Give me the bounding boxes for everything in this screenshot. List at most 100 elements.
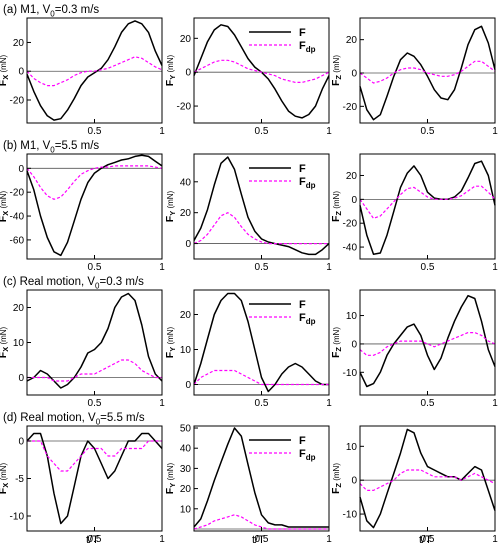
y-axis-label: FX (mN) — [0, 54, 10, 86]
panel-3-2: -10 0 10 0.5 1 FZ (mN) — [330, 425, 498, 545]
y-tick-label: 40 — [180, 444, 192, 455]
legend-label-Fdp: Fdp — [299, 176, 316, 190]
y-tick-label: -40 — [343, 243, 358, 254]
series-F-line — [26, 432, 163, 525]
x-tick-label: 0.5 — [255, 262, 269, 273]
x-tick-label: 1 — [492, 398, 498, 409]
y-tick-label: -10 — [343, 510, 358, 521]
series-F-line — [193, 24, 330, 119]
x-tick-label: 1 — [492, 534, 498, 545]
legend-label-F: F — [299, 299, 306, 311]
x-tick-label: 1 — [159, 126, 165, 137]
y-tick-label: 10 — [13, 338, 25, 349]
series-F-line — [359, 160, 496, 255]
legend-label-Fdp: Fdp — [299, 312, 316, 326]
y-tick-label: 20 — [180, 310, 192, 321]
series-F-line — [26, 154, 163, 257]
series-Fdp-line — [359, 469, 496, 491]
y-axis-label: FY (mN) — [164, 54, 177, 86]
y-axis-label: FX (mN) — [0, 462, 10, 494]
series-F-line — [193, 292, 329, 393]
y-tick-label: 10 — [180, 504, 192, 515]
y-axis-label: FZ (mN) — [330, 327, 343, 358]
x-tick-label: 1 — [492, 262, 498, 273]
y-tick-label: 20 — [13, 303, 25, 314]
x-tick-label: 0.5 — [88, 262, 102, 273]
plot-frame — [26, 153, 163, 260]
y-tick-label: 40 — [180, 177, 192, 188]
y-tick-label: 0 — [351, 69, 357, 80]
xlabel-col-3: t/T — [419, 534, 432, 546]
y-tick-label: 0 — [18, 67, 24, 78]
series-Fdp-line — [26, 56, 163, 87]
y-tick-label: -60 — [10, 235, 25, 246]
series-Fdp-line — [27, 359, 162, 382]
plot-frame — [26, 289, 163, 396]
y-tick-label: 20 — [180, 208, 192, 219]
series-Fdp-line — [27, 440, 162, 472]
y-tick-label: 0 — [351, 476, 357, 487]
y-axis-label: FY (mN) — [164, 190, 177, 222]
x-tick-label: 0.5 — [88, 534, 102, 545]
y-tick-label: 0 — [185, 68, 191, 79]
x-tick-label: 0.5 — [421, 534, 435, 545]
x-tick-label: 0.5 — [421, 262, 435, 273]
legend-label-F: F — [299, 27, 306, 39]
x-tick-label: 0.5 — [421, 126, 435, 137]
series-Fdp-line — [359, 332, 496, 356]
plot-frame — [26, 17, 163, 124]
series-Fdp-line — [193, 212, 329, 245]
y-tick-label: 0 — [351, 339, 357, 350]
y-tick-label: -20 — [177, 102, 192, 113]
x-tick-label: 0.5 — [88, 126, 102, 137]
y-tick-label: 0 — [18, 437, 24, 448]
xlabel-col-1: t/T — [86, 534, 99, 546]
series-Fdp-line — [26, 165, 163, 200]
y-tick-label: -10 — [10, 512, 25, 523]
row-title-d: (d) Real motion, V0=5.5 m/s — [3, 412, 145, 427]
plot-frame — [193, 17, 330, 124]
xlabel-col-2: t/T — [252, 534, 265, 546]
y-tick-label: 10 — [346, 311, 358, 322]
series-F-line — [359, 25, 496, 121]
y-tick-label: -20 — [343, 102, 358, 113]
y-tick-label: 0 — [185, 239, 191, 250]
y-axis-label: FZ (mN) — [330, 55, 343, 86]
y-tick-label: 30 — [180, 464, 192, 475]
y-tick-label: 10 — [346, 442, 358, 453]
series-Fdp-line — [193, 59, 330, 84]
y-axis-label: FY (mN) — [164, 462, 177, 494]
x-tick-label: 1 — [492, 126, 498, 137]
x-tick-label: 0.5 — [255, 398, 269, 409]
panel-2-0: 0 10 20 0.5 1 FX (mN) — [0, 289, 165, 409]
series-Fdp-line — [359, 60, 496, 84]
y-tick-label: 0 — [18, 373, 24, 384]
panel-0-2: -20 0 20 0.5 1 FZ (mN) — [330, 17, 498, 137]
y-tick-label: -20 — [10, 188, 25, 199]
x-tick-label: 1 — [326, 126, 332, 137]
plot-frame — [359, 17, 496, 124]
series-Fdp-line — [193, 369, 329, 386]
panel-1-0: -60 -40 -20 0 0.5 1 FX (mN) — [0, 153, 165, 273]
panel-2-2: -10 0 10 0.5 1 FZ (mN) — [330, 289, 498, 409]
y-axis-label: FX (mN) — [0, 326, 10, 358]
plot-frame — [193, 289, 330, 396]
y-tick-label: 20 — [346, 35, 358, 46]
y-tick-label: 0 — [185, 380, 191, 391]
y-tick-label: 0 — [18, 164, 24, 175]
x-tick-label: 0.5 — [255, 126, 269, 137]
legend-label-Fdp: Fdp — [299, 40, 316, 54]
legend-label-Fdp: Fdp — [299, 448, 316, 462]
x-tick-label: 1 — [326, 534, 332, 545]
x-tick-label: 0.5 — [421, 398, 435, 409]
x-tick-label: 0.5 — [88, 398, 102, 409]
series-Fdp-line — [359, 185, 496, 219]
